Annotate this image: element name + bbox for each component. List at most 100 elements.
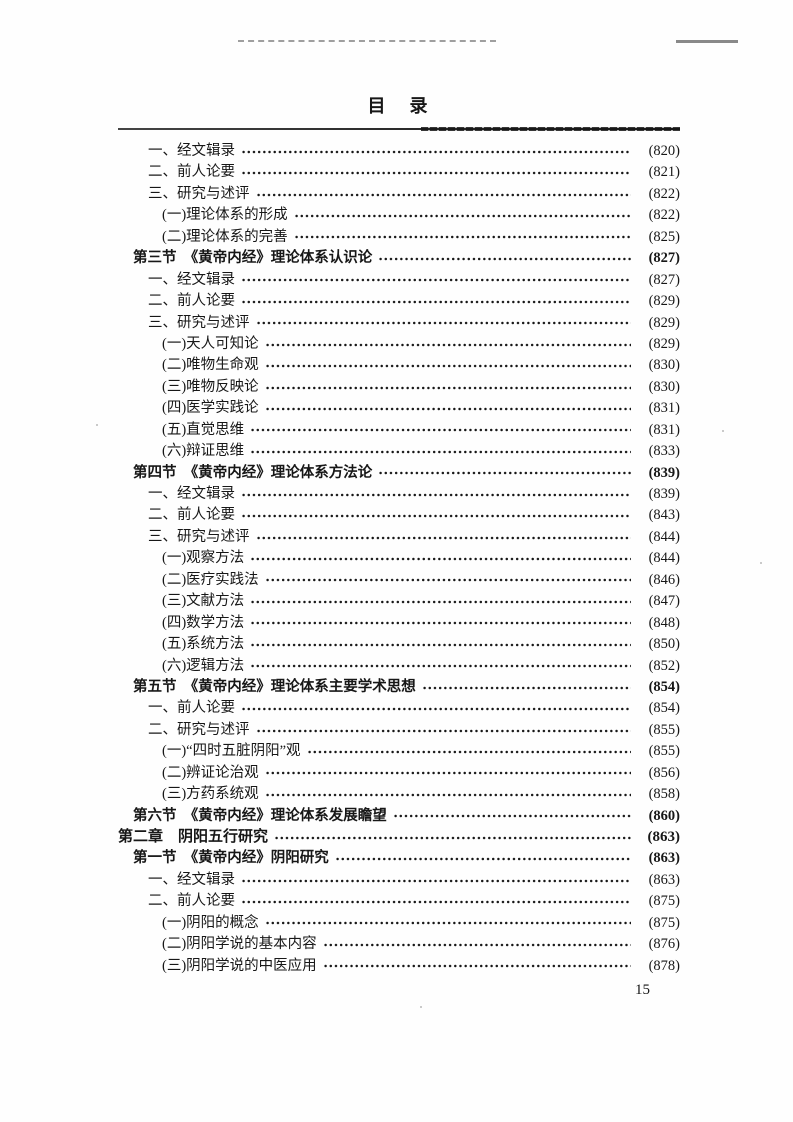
dot-leader [264, 405, 631, 412]
toc-entry: 三、研究与述评 (822) [118, 184, 680, 205]
toc-entry: 二、前人论要 (821) [118, 162, 680, 183]
toc-entry-label: (四)医学实践论 [162, 400, 259, 417]
toc-entry: 第二章 阴阳五行研究 (863) [118, 827, 680, 848]
dot-leader [322, 963, 631, 970]
toc-entry-label: 第六节 《黄帝内经》理论体系发展瞻望 [133, 807, 387, 824]
toc-entry-label: (一)天人可知论 [162, 335, 259, 352]
header-rule [118, 127, 680, 131]
toc-entry-label: 一、经文辑录 [148, 486, 235, 502]
dot-leader [264, 363, 631, 370]
dot-leader [241, 148, 631, 155]
toc-entry: (三)文献方法 (847) [118, 591, 680, 612]
dot-leader [255, 320, 631, 327]
toc-entry: (一)观察方法 (844) [118, 548, 680, 569]
toc-entry-page: (860) [648, 807, 680, 824]
toc-entry-label: 二、前人论要 [148, 164, 235, 181]
toc-entry: (三)唯物反映论 (830) [118, 377, 680, 398]
dot-leader [264, 384, 631, 391]
toc-entry-label: (六)辩证思维 [162, 443, 245, 460]
dot-leader [264, 791, 631, 798]
toc-entry: (一)天人可知论 (829) [118, 334, 680, 355]
toc-entry: (三)阴阳学说的中医应用 (878) [118, 956, 680, 977]
toc-entry-label: (六)逻辑方法 [162, 657, 245, 674]
toc-entry-page: (858) [648, 786, 680, 803]
dot-leader [274, 834, 631, 841]
dot-leader [241, 877, 631, 884]
dot-leader [250, 598, 631, 605]
toc-entry: (二)唯物生命观 (830) [118, 355, 680, 376]
toc-entry-page: (839) [648, 486, 680, 502]
dot-leader [421, 684, 631, 691]
toc-entry-label: (三)唯物反映论 [162, 378, 259, 395]
toc-entry-label: (五)系统方法 [162, 636, 245, 653]
toc-entry-label: 第四节 《黄帝内经》理论体系方法论 [133, 464, 373, 481]
toc-entry-page: (854) [648, 700, 680, 717]
toc-entry-label: 二、研究与述评 [148, 721, 250, 738]
toc-entry-page: (854) [648, 678, 680, 695]
toc-entry: (六)逻辑方法 (852) [118, 656, 680, 677]
toc-entry-label: 一、经文辑录 [148, 871, 235, 888]
dot-leader [250, 620, 631, 627]
toc-entry-label: (三)阴阳学说的中医应用 [162, 957, 317, 974]
toc-entry-page: (843) [648, 507, 680, 524]
toc-entry-page: (839) [648, 464, 680, 481]
toc-entry: 二、前人论要 (829) [118, 291, 680, 312]
toc-entry: 一、经文辑录 (820) [118, 141, 680, 162]
dot-leader [392, 813, 631, 820]
toc-entry: 第三节 《黄帝内经》理论体系认识论 (827) [118, 248, 680, 269]
toc-entry-page: (831) [648, 421, 680, 438]
toc-entry-label: (二)理论体系的完善 [162, 228, 288, 245]
toc-entry: 一、经文辑录 (863) [118, 870, 680, 891]
toc-entry: (二)阴阳学说的基本内容 (876) [118, 934, 680, 955]
toc-entry: 二、前人论要 (875) [118, 891, 680, 912]
toc-entry: (三)方药系统观 (858) [118, 784, 680, 805]
toc-entry-label: (二)医疗实践法 [162, 571, 259, 588]
toc-entry-page: (876) [648, 936, 680, 953]
toc-entry-page: (863) [648, 850, 680, 867]
toc-entry-page: (820) [648, 143, 680, 159]
toc-entry-label: (二)辨证论治观 [162, 764, 259, 781]
toc-entry-page: (855) [648, 721, 680, 738]
dot-leader [241, 277, 631, 284]
toc-entry: (二)理论体系的完善 (825) [118, 227, 680, 248]
toc-entry: (四)数学方法 (848) [118, 613, 680, 634]
dot-leader [250, 556, 631, 563]
toc-entry: (一)“四时五脏阴阳”观 (855) [118, 741, 680, 762]
scan-speck [96, 424, 98, 426]
toc-entry-label: (四)数学方法 [162, 614, 245, 631]
dot-leader [241, 491, 631, 498]
toc-entry-label: 三、研究与述评 [148, 314, 250, 331]
toc-entry-page: (847) [648, 593, 680, 610]
toc-entry-page: (829) [648, 335, 680, 352]
dot-leader [378, 255, 631, 262]
toc-entry: 一、经文辑录 (827) [118, 270, 680, 291]
dot-leader [293, 234, 631, 241]
toc-entry-label: 三、研究与述评 [148, 528, 250, 545]
scan-artifact [676, 40, 738, 43]
dot-leader [241, 899, 631, 906]
page-title: 目 录 [367, 96, 431, 116]
dot-leader [293, 213, 631, 220]
dot-leader [241, 298, 631, 305]
toc-entry-page: (827) [648, 271, 680, 288]
toc-entry-label: (一)观察方法 [162, 550, 245, 567]
toc-entry-page: (875) [648, 893, 680, 910]
toc-entry-page: (848) [648, 614, 680, 631]
toc-content: 目 录 一、经文辑录 (820) 二、前人论要 (821) 三、研究与述评 (8… [118, 94, 680, 999]
toc-entry-label: 三、研究与述评 [148, 185, 250, 202]
toc-entry-page: (830) [648, 378, 680, 395]
toc-entry: 第一节 《黄帝内经》阴阳研究 (863) [118, 848, 680, 869]
toc-entry-label: 二、前人论要 [148, 293, 235, 310]
toc-entry-page: (850) [648, 636, 680, 653]
dot-leader [334, 856, 631, 863]
toc-entry: 第五节 《黄帝内经》理论体系主要学术思想 (854) [118, 677, 680, 698]
dot-leader [250, 641, 631, 648]
toc-entry-page: (825) [648, 228, 680, 245]
dot-leader [250, 427, 631, 434]
toc-entry-page: (829) [648, 293, 680, 310]
toc-entry-label: (二)阴阳学说的基本内容 [162, 936, 317, 953]
toc-entry: (五)直觉思维 (831) [118, 420, 680, 441]
toc-entry-page: (856) [648, 764, 680, 781]
toc-entry-page: (852) [648, 657, 680, 674]
